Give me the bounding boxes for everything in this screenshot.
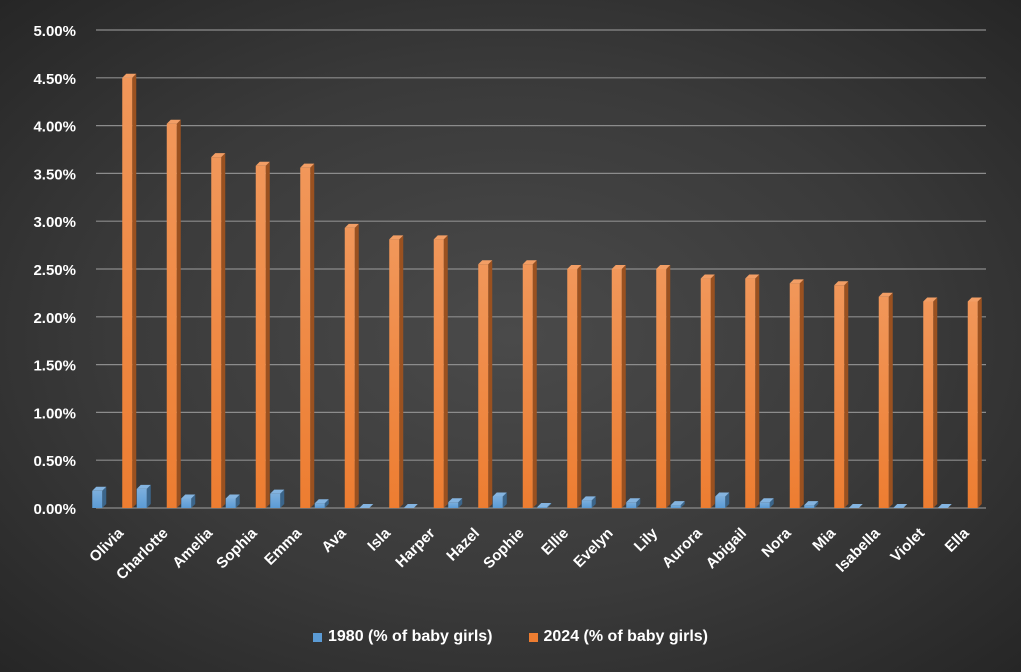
bar-2024-ava [344,223,359,508]
bar-1980-nora [759,498,774,508]
bar-2024-hazel [478,260,493,508]
x-tick-label: Sophie [480,525,527,572]
x-tick-label: Harper [392,525,438,571]
x-tick-label: Lily [631,524,662,555]
bar-1980-harper [403,504,418,508]
x-tick-label: Violet [887,525,928,566]
bar-1980-aurora [670,501,685,508]
bar-1980-ellie [537,503,552,508]
x-tick-label: Evelyn [570,525,616,571]
x-tick-label: Amelia [169,524,216,571]
y-tick-label: 3.50% [33,166,76,183]
y-tick-label: 2.50% [33,262,76,279]
y-tick-label: 3.00% [33,214,76,231]
bar-1980-hazel [448,498,463,508]
bar-1980-amelia [181,494,196,508]
y-tick-label: 0.50% [33,453,76,470]
bar-1980-sophia [225,494,240,508]
bar-2024-isla [389,235,404,508]
x-tick-label: Mia [809,524,839,554]
bar-2024-nora [789,279,804,508]
bars [92,73,982,509]
legend-swatch-2024 [528,632,538,642]
bar-1980-emma [270,489,285,508]
x-tick-label: Ava [318,524,350,556]
gridlines [96,29,986,509]
bar-2024-aurora [700,274,715,508]
bar-2024-ella [967,297,982,508]
y-tick-label: 1.50% [33,358,76,375]
x-tick-label: Ellie [538,525,572,559]
x-tick-label: Sophia [213,524,261,572]
bar-1980-ava [314,499,329,508]
bar-2024-violet [923,297,938,508]
legend-item-2024: 2024 (% of baby girls) [528,628,709,646]
bar-2024-olivia [122,73,137,509]
y-tick-label: 4.50% [33,71,76,88]
bar-2024-sophie [522,260,537,508]
legend: 1980 (% of baby girls) 2024 (% of baby g… [0,628,1021,646]
bar-1980-ella [937,504,952,508]
y-tick-label: 1.00% [33,405,76,422]
bar-2024-evelyn [611,265,626,508]
x-tick-label: Nora [758,524,795,561]
bar-2024-isabella [878,292,893,508]
bar-1980-violet [893,504,908,508]
x-tick-label: Emma [261,524,305,568]
bar-1980-lily [626,498,641,508]
bar-2024-amelia [211,153,226,508]
x-tick-label: Ella [942,524,973,555]
bar-2024-charlotte [166,119,181,509]
bar-1980-isabella [848,504,863,508]
bar-2024-abigail [745,274,760,508]
x-tick-label: Hazel [443,525,483,565]
bar-2024-ellie [567,265,582,508]
bar-1980-mia [804,501,819,508]
y-tick-label: 4.00% [33,119,76,136]
legend-label-1980: 1980 (% of baby girls) [328,628,493,645]
bar-1980-evelyn [581,496,596,508]
bar-2024-mia [834,281,849,508]
bar-1980-abigail [715,492,730,508]
legend-swatch-1980 [313,632,322,642]
x-tick-label: Isabella [833,524,884,575]
y-axis: 0.00% 0.50% 1.00% 1.50% 2.00% 2.50% 3.00% 3.50%… [33,23,76,518]
x-tick-label: Olivia [86,524,127,565]
bar-2024-harper [433,235,448,508]
y-tick-label: 5.00% [33,23,76,40]
bar-1980-olivia [92,486,107,508]
bar-1980-sophie [492,492,507,508]
bar-1980-isla [359,504,374,508]
x-tick-label: Abigail [703,525,750,572]
x-tick-label: Isla [364,524,394,554]
bar-1980-charlotte [136,484,151,508]
bar-2024-sophia [255,161,270,508]
x-tick-label: Aurora [659,524,706,571]
legend-label-2024: 2024 (% of baby girls) [543,628,709,645]
legend-item-1980: 1980 (% of baby girls) [313,628,493,646]
bar-2024-lily [656,265,671,508]
y-tick-label: 2.00% [33,310,76,327]
bar-2024-emma [300,163,315,508]
y-tick-label: 0.00% [33,501,76,518]
